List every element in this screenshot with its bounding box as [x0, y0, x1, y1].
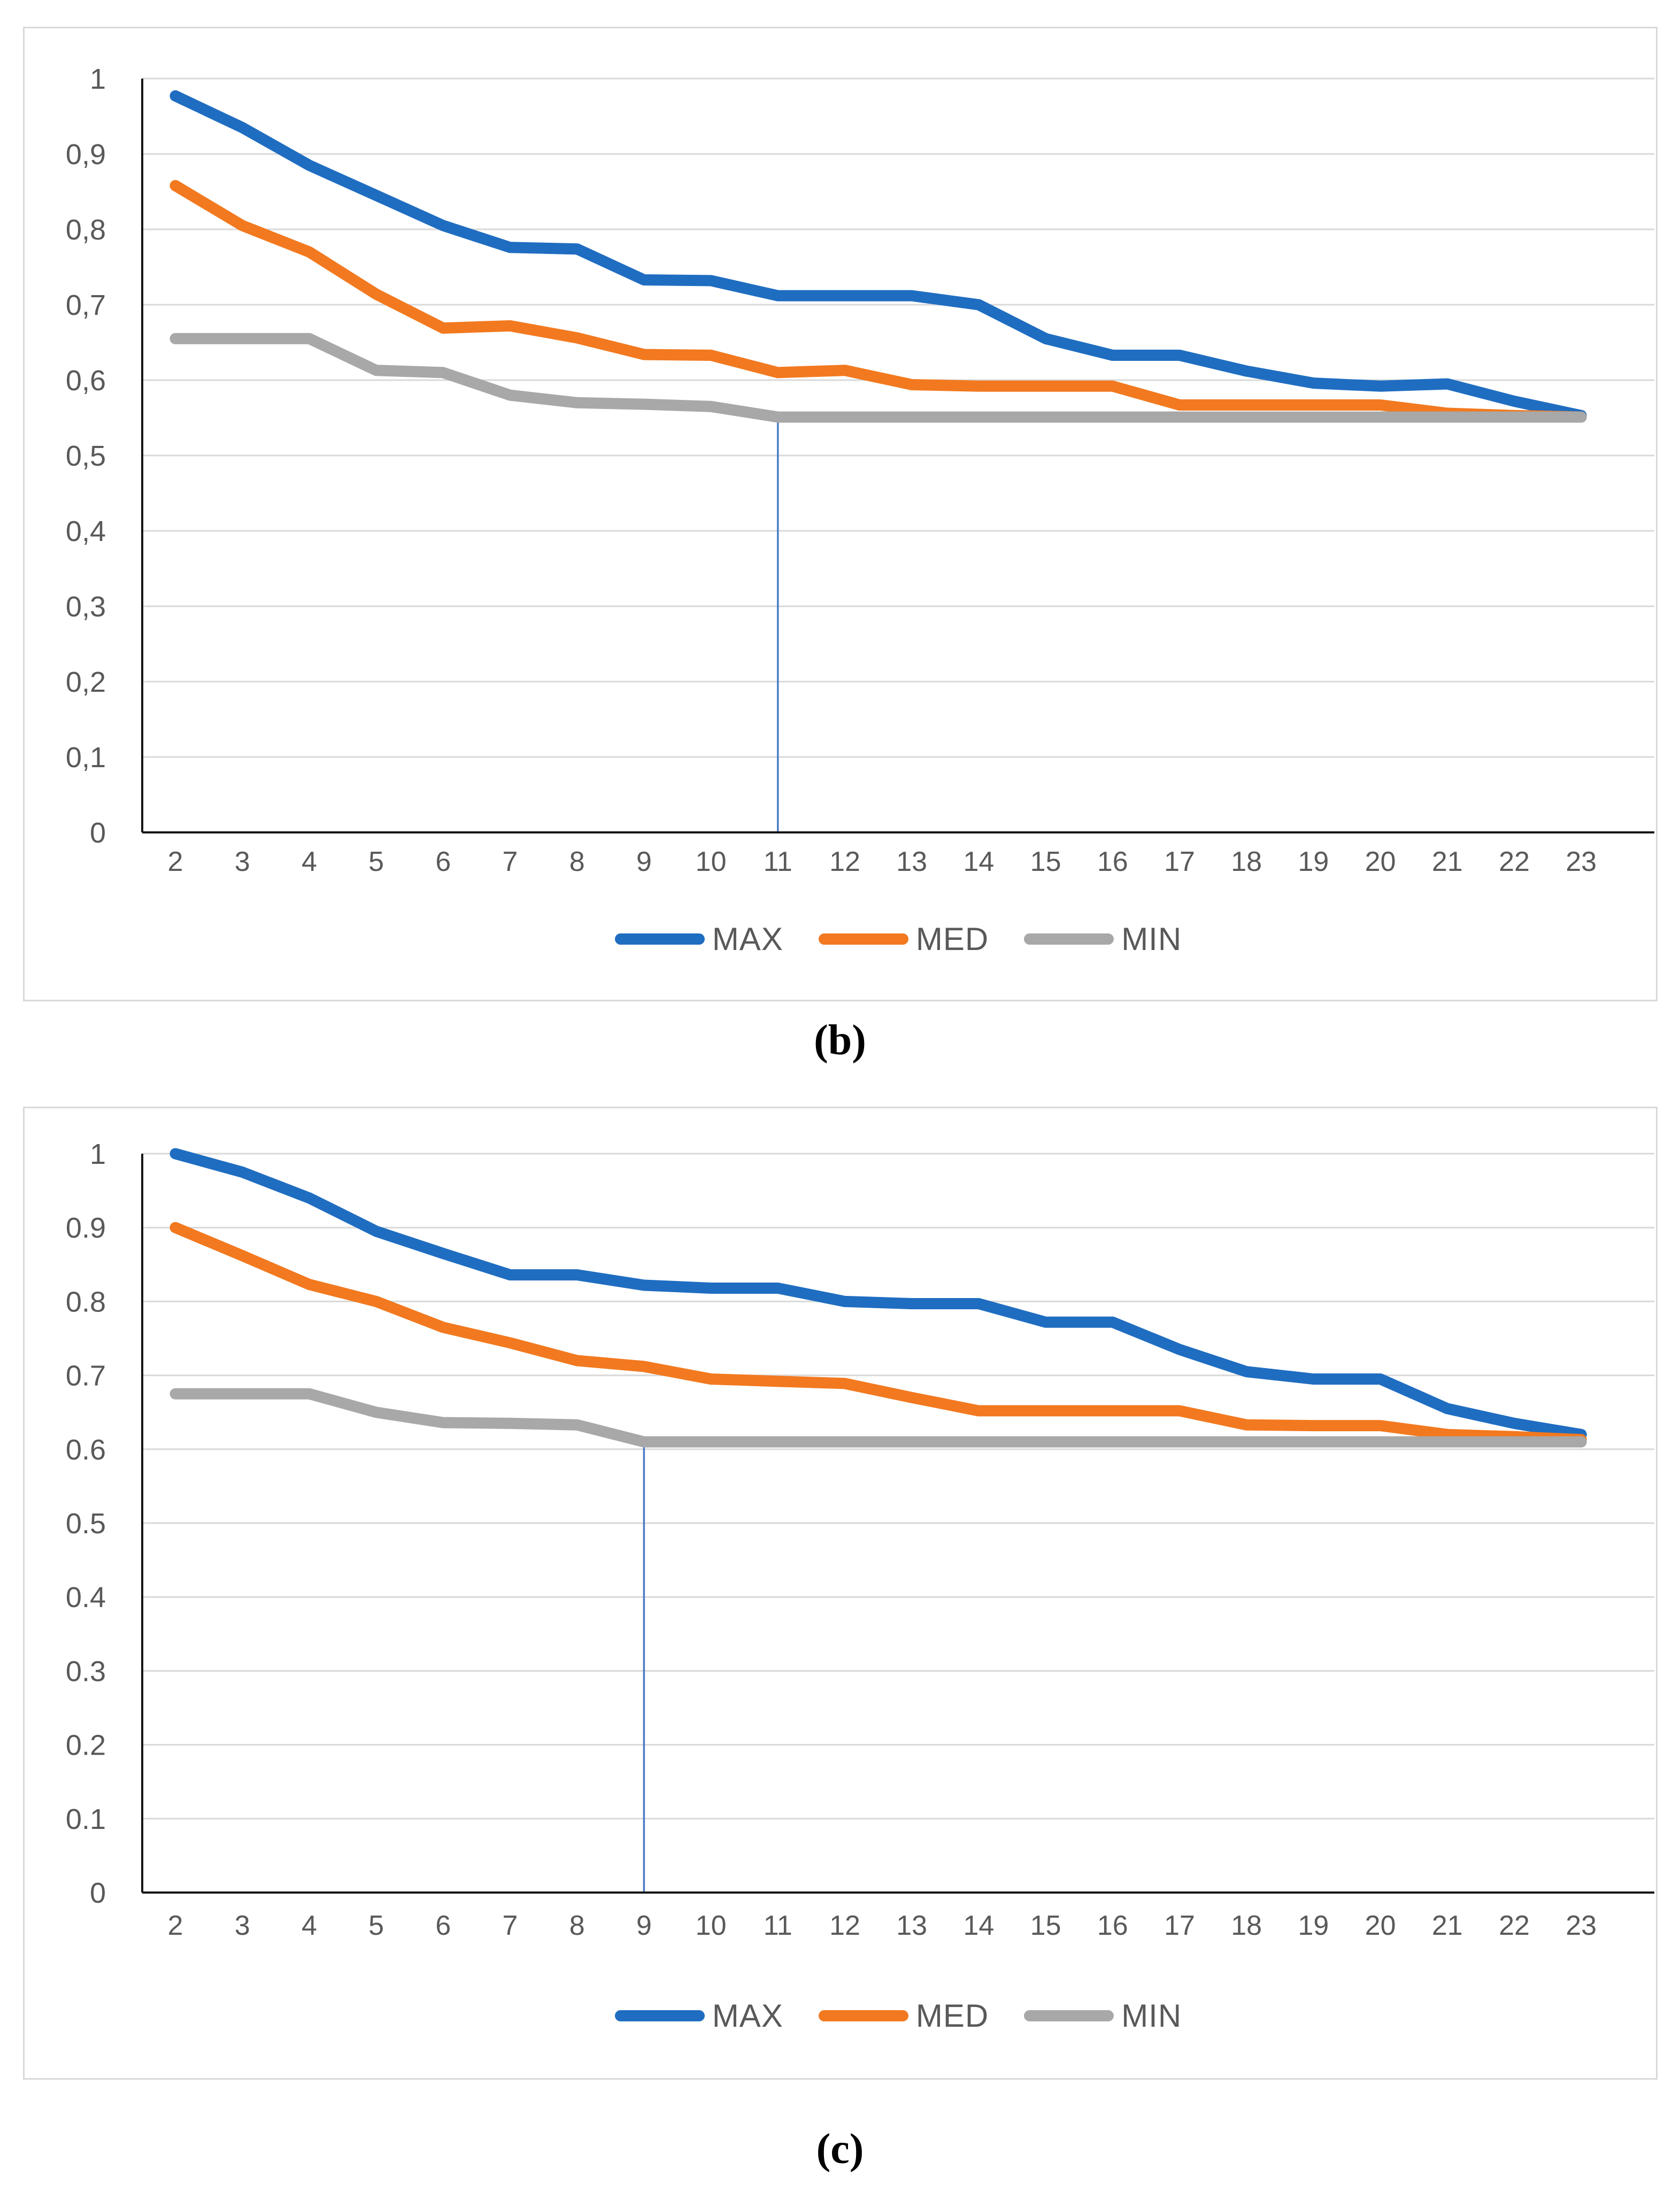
- svg-text:4: 4: [302, 1910, 317, 1941]
- med-line-swatch-icon: [818, 2010, 908, 2021]
- svg-text:13: 13: [896, 846, 927, 877]
- chart-panel-b: 1 0,9 0,8 0,7 0,6 0,5 0,4 0,3 0,2 0,1 0 2 3 4 5 6 7 8 9 10 1…: [23, 27, 1658, 1001]
- svg-text:0,1: 0,1: [66, 742, 106, 774]
- svg-text:0,8: 0,8: [66, 214, 106, 246]
- legend-item-max: MAX: [614, 921, 783, 957]
- svg-text:8: 8: [569, 1910, 585, 1941]
- svg-text:23: 23: [1566, 846, 1597, 877]
- legend-label-med: MED: [915, 921, 989, 957]
- legend-item-min: MIN: [1024, 921, 1182, 957]
- line-chart-c: 10.90.80.70.60.50.40.30.20.102 3 4 5 6 7 8 9 10 1…: [66, 1138, 1654, 1941]
- svg-text:7: 7: [503, 846, 518, 877]
- svg-text:20: 20: [1365, 846, 1396, 877]
- svg-text:0,6: 0,6: [66, 365, 106, 397]
- svg-text:0.8: 0.8: [66, 1286, 106, 1318]
- svg-text:0.1: 0.1: [66, 1803, 106, 1835]
- min-line-swatch-icon: [1024, 933, 1114, 945]
- svg-text:0,2: 0,2: [66, 666, 106, 698]
- svg-text:3: 3: [235, 846, 250, 877]
- svg-text:10: 10: [696, 846, 727, 877]
- svg-text:14: 14: [963, 846, 994, 877]
- svg-text:5: 5: [368, 846, 384, 877]
- svg-text:0.6: 0.6: [66, 1434, 106, 1466]
- svg-text:21: 21: [1432, 1910, 1463, 1941]
- legend-label-min: MIN: [1121, 921, 1182, 957]
- svg-text:0,7: 0,7: [66, 289, 106, 321]
- min-line-swatch-icon: [1024, 2010, 1114, 2021]
- svg-text:16: 16: [1097, 846, 1128, 877]
- svg-text:15: 15: [1030, 1910, 1061, 1941]
- svg-text:10: 10: [696, 1910, 727, 1941]
- legend-label-med: MED: [915, 1997, 989, 2034]
- svg-text:1: 1: [90, 63, 106, 95]
- svg-text:5: 5: [368, 1910, 384, 1941]
- max-line-swatch-icon: [614, 2010, 705, 2021]
- legend-label-max: MAX: [712, 1997, 783, 2034]
- svg-text:0,4: 0,4: [66, 515, 106, 547]
- svg-text:16: 16: [1097, 1910, 1128, 1941]
- svg-text:20: 20: [1365, 1910, 1396, 1941]
- svg-text:17: 17: [1164, 846, 1195, 877]
- svg-text:9: 9: [636, 1910, 652, 1941]
- svg-text:0: 0: [90, 1877, 106, 1909]
- svg-text:3: 3: [235, 1910, 250, 1941]
- caption-b: (b): [814, 1017, 866, 1064]
- legend-item-min: MIN: [1024, 1997, 1182, 2034]
- svg-text:0,9: 0,9: [66, 138, 106, 171]
- svg-text:13: 13: [896, 1910, 927, 1941]
- svg-text:8: 8: [569, 846, 585, 877]
- legend-item-med: MED: [818, 1997, 989, 2034]
- svg-text:12: 12: [829, 1910, 860, 1941]
- svg-text:22: 22: [1499, 846, 1530, 877]
- svg-text:19: 19: [1298, 1910, 1329, 1941]
- legend-c: MAX MED MIN: [142, 1997, 1654, 2034]
- svg-text:15: 15: [1030, 846, 1061, 877]
- svg-text:2: 2: [168, 846, 183, 877]
- svg-text:18: 18: [1231, 1910, 1262, 1941]
- svg-text:11: 11: [764, 1910, 792, 1941]
- svg-text:23: 23: [1566, 1910, 1597, 1941]
- svg-text:0.9: 0.9: [66, 1212, 106, 1244]
- svg-text:6: 6: [435, 846, 451, 877]
- svg-text:21: 21: [1432, 846, 1463, 877]
- svg-text:19: 19: [1298, 846, 1329, 877]
- svg-text:11: 11: [764, 846, 792, 877]
- svg-text:1: 1: [90, 1138, 106, 1170]
- line-chart-b: 10,90,80,70,60,50,40,30,20,102 3 4 5 6 7 8 9 10 1…: [66, 63, 1654, 877]
- svg-text:14: 14: [963, 1910, 994, 1941]
- max-line-swatch-icon: [614, 933, 705, 945]
- svg-text:12: 12: [829, 846, 860, 877]
- svg-text:0,3: 0,3: [66, 591, 106, 623]
- svg-text:17: 17: [1164, 1910, 1195, 1941]
- legend-item-med: MED: [818, 921, 989, 957]
- svg-text:9: 9: [636, 846, 652, 877]
- legend-b: MAX MED MIN: [142, 921, 1654, 957]
- svg-text:18: 18: [1231, 846, 1262, 877]
- legend-label-max: MAX: [712, 921, 783, 957]
- svg-text:0.2: 0.2: [66, 1729, 106, 1762]
- svg-text:22: 22: [1499, 1910, 1530, 1941]
- chart-panel-c: 1 0.9 0.8 0.7 0.6 0.5 0.4 0.3 0.2 0.1 0 2 3 4 5 6 7 8 9 10 1…: [23, 1107, 1658, 2080]
- svg-text:0.4: 0.4: [66, 1581, 106, 1613]
- legend-label-min: MIN: [1121, 1997, 1182, 2034]
- legend-item-max: MAX: [614, 1997, 783, 2034]
- svg-text:2: 2: [168, 1910, 183, 1941]
- svg-text:6: 6: [435, 1910, 451, 1941]
- svg-text:0: 0: [90, 817, 106, 849]
- med-line-swatch-icon: [818, 933, 908, 945]
- svg-text:0,5: 0,5: [66, 440, 106, 472]
- svg-text:7: 7: [503, 1910, 518, 1941]
- svg-text:0.7: 0.7: [66, 1360, 106, 1392]
- svg-text:0.5: 0.5: [66, 1508, 106, 1540]
- caption-c: (c): [816, 2126, 864, 2173]
- svg-text:0.3: 0.3: [66, 1655, 106, 1687]
- svg-text:4: 4: [302, 846, 317, 877]
